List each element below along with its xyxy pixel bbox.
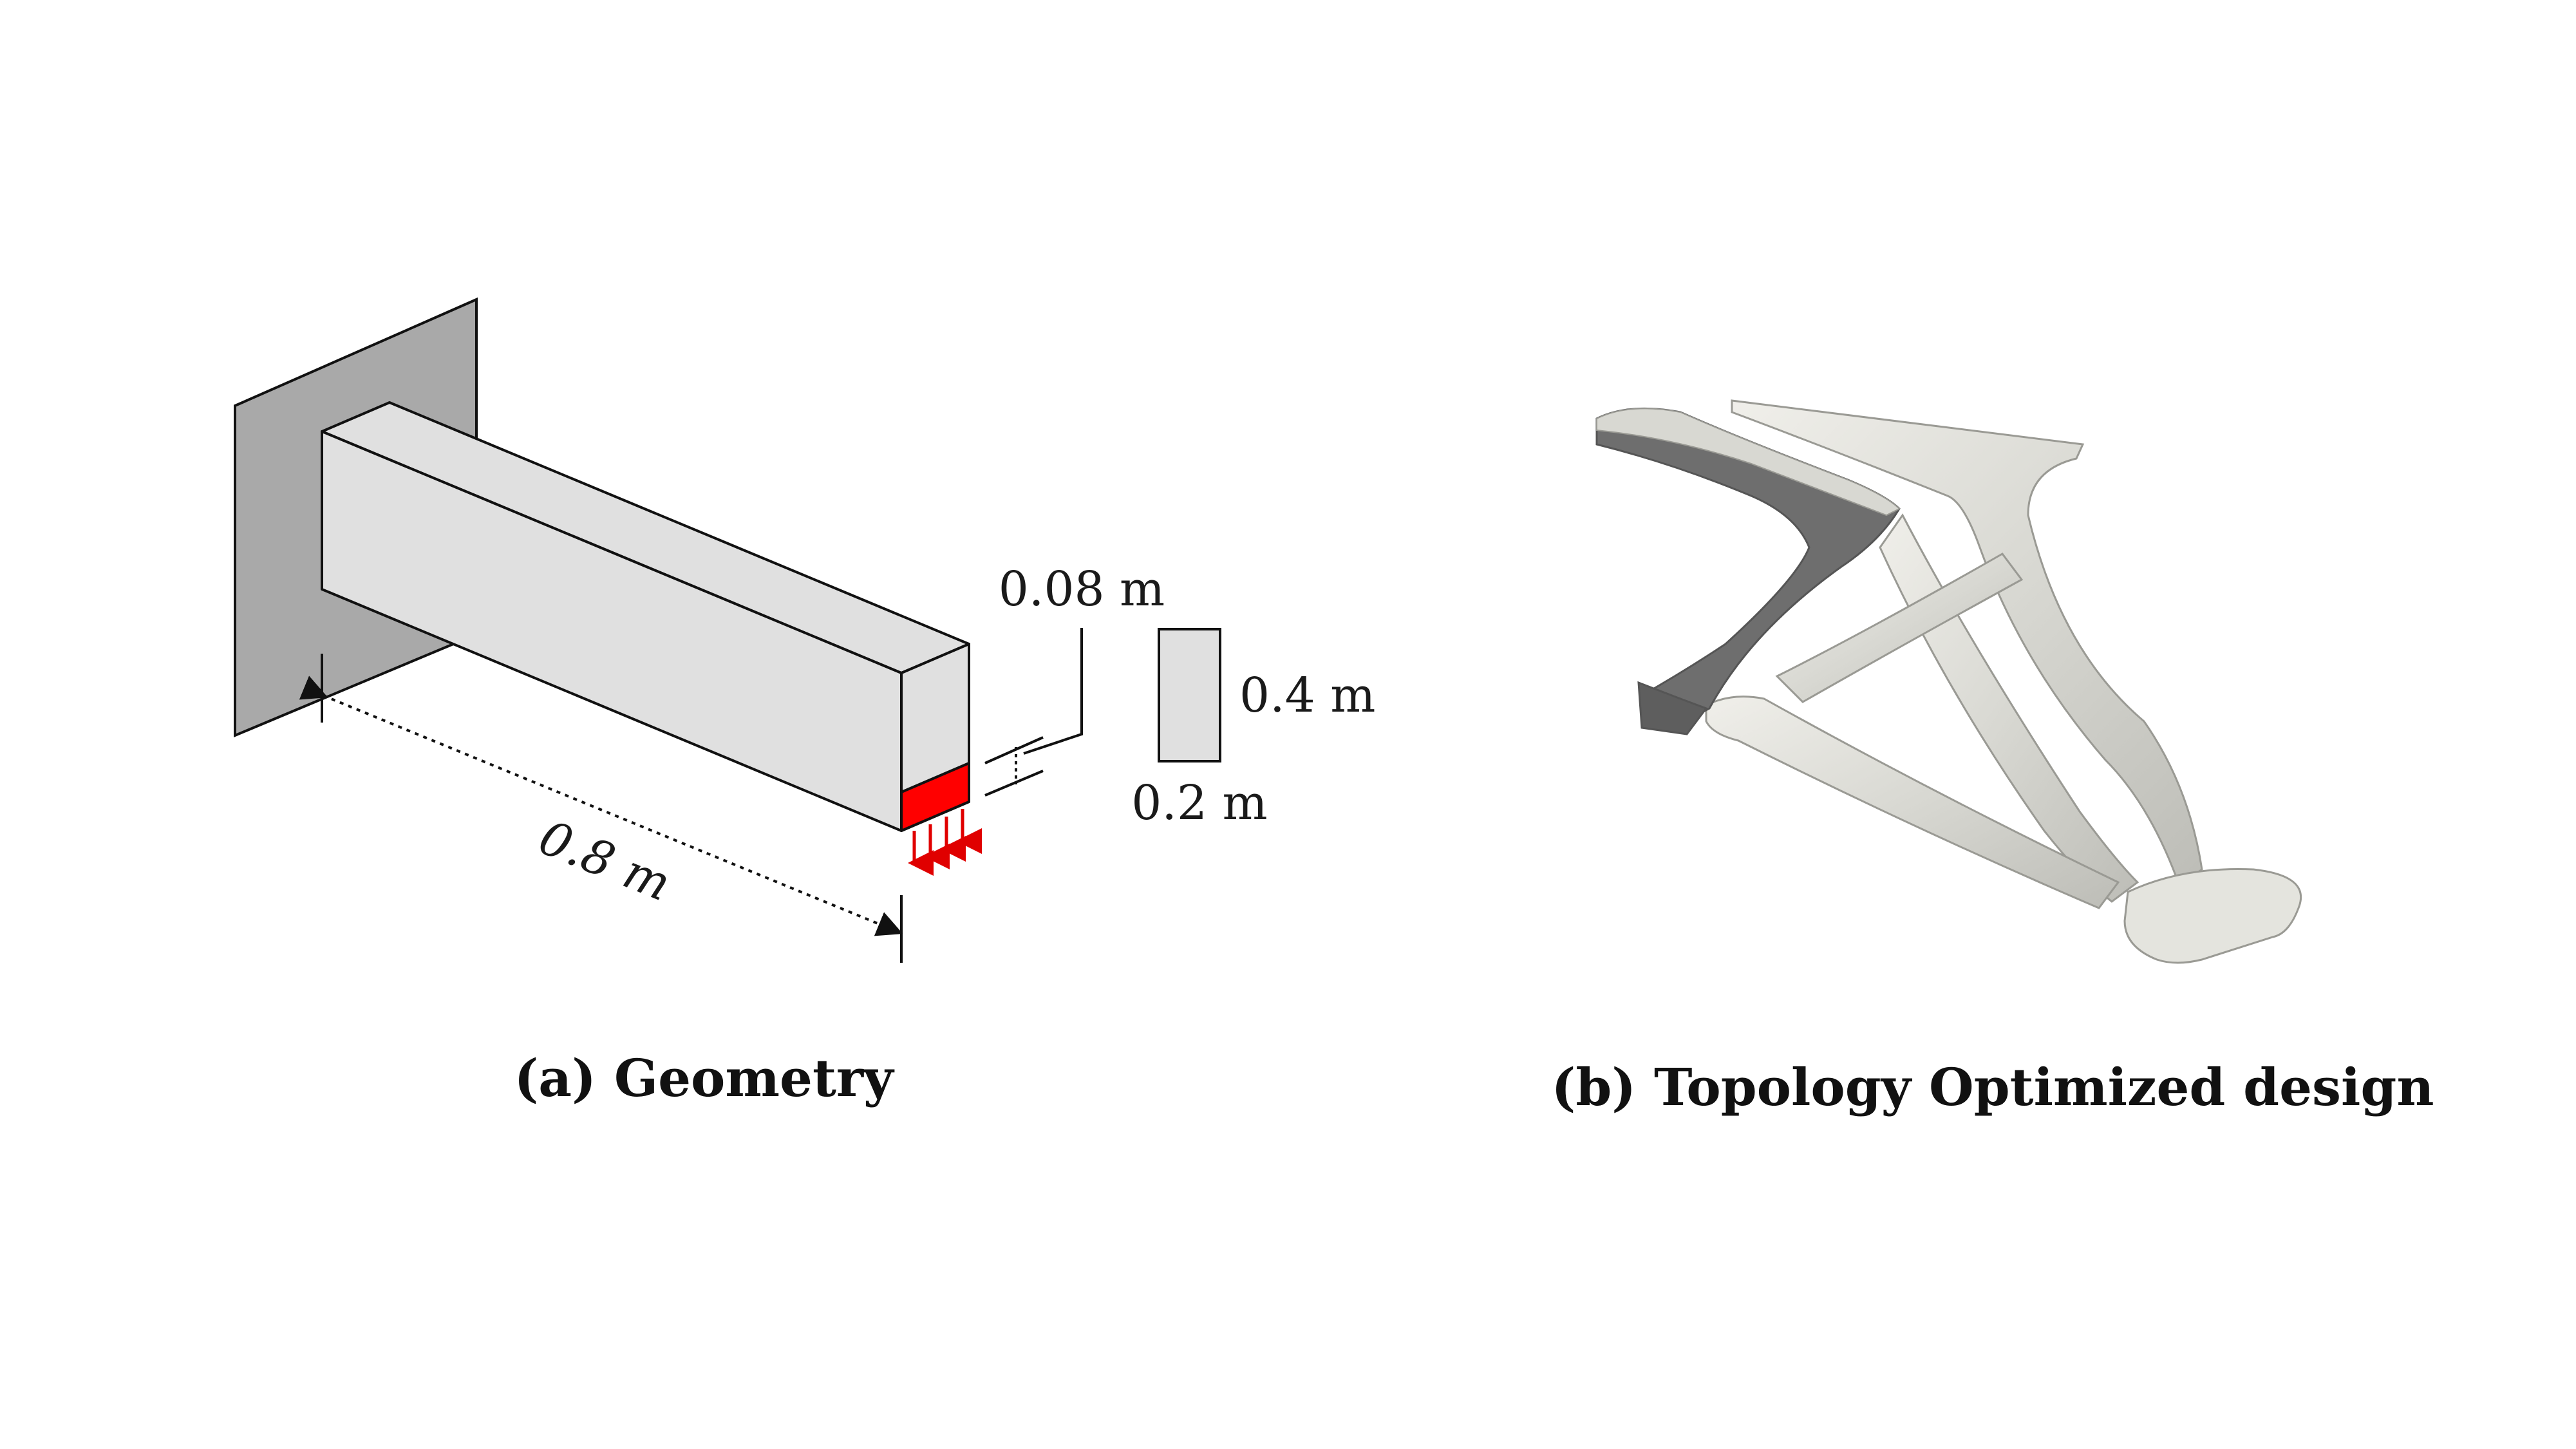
length-label: 0.8 m [531,810,678,912]
panel-a-geometry: 0.8 m 0.08 m 0.4 m 0.2 m (a) Geometry [234,297,1375,1108]
design-upper-left-top [1596,408,1901,516]
cantilever-beam [321,401,970,832]
caption-a: (a) Geometry [514,1048,895,1108]
design-bottom-chord [1705,696,2120,909]
load-zone-label: 0.08 m [999,562,1165,617]
zone-tick-upper [984,736,1044,764]
cross-section [1158,628,1221,762]
width-label: 0.2 m [1131,775,1267,831]
zone-tick-lower [984,770,1044,797]
design-right-arm [1731,399,2203,887]
load-zone-dimension [984,628,1083,797]
load-arrows [908,809,982,876]
design-bottom-foot [2123,867,2302,964]
height-label: 0.4 m [1239,668,1375,723]
zone-leader [1023,628,1083,755]
caption-b: (b) Topology Optimized design [1551,1057,2434,1117]
design-cross-brace [1775,553,2024,703]
design-left-tab [1637,681,1708,735]
panel-b-design: (b) Topology Optimized design [1551,399,2434,1117]
